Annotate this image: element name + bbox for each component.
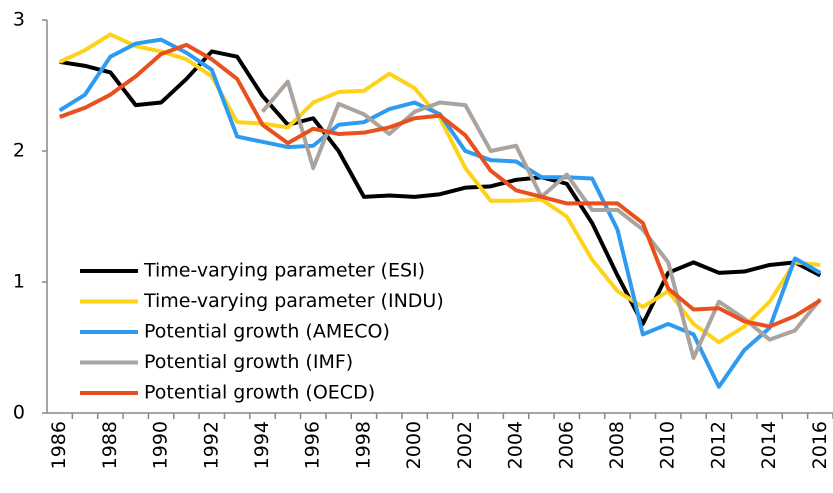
x-tick-label: 2000	[403, 421, 425, 469]
x-tick-label: 1986	[48, 421, 70, 469]
legend-label: Potential growth (OECD)	[144, 382, 375, 404]
x-tick-label: 1994	[251, 421, 273, 469]
x-tick-label: 2008	[606, 421, 628, 469]
y-tick-label: 3	[13, 9, 25, 31]
legend-label: Time-varying parameter (ESI)	[143, 260, 425, 282]
x-tick-label: 1990	[150, 421, 172, 469]
x-tick-label: 1988	[99, 421, 121, 469]
x-tick-label: 2012	[707, 421, 729, 469]
x-tick-label: 2014	[758, 421, 780, 469]
y-tick-label: 2	[13, 140, 25, 162]
x-tick-label: 1998	[352, 421, 374, 469]
x-tick-label: 1992	[200, 421, 222, 469]
series-line	[58, 32, 821, 345]
series-line	[58, 42, 822, 329]
x-tick-label: 2002	[454, 421, 476, 469]
x-tick-label: 2016	[809, 421, 831, 469]
legend-label: Time-varying parameter (INDU)	[143, 290, 444, 312]
legend-label: Potential growth (IMF)	[144, 351, 353, 373]
x-tick-label: 2006	[555, 421, 577, 469]
y-tick-label: 0	[13, 402, 25, 424]
x-tick-label: 1996	[302, 421, 324, 469]
series-line	[59, 49, 822, 326]
x-tick-label: 2010	[657, 421, 679, 469]
y-tick-label: 1	[13, 271, 25, 293]
legend-label: Potential growth (AMECO)	[144, 321, 390, 343]
x-tick-label: 2004	[505, 421, 527, 469]
